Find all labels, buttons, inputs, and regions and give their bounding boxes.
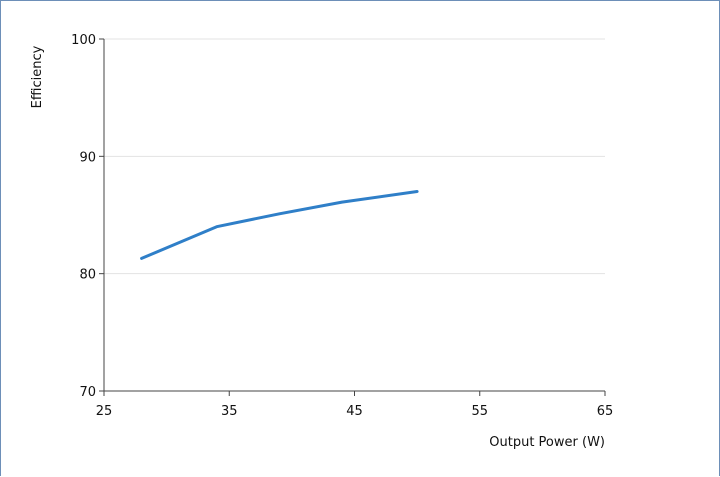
y-tick-label-90: 90 (79, 150, 96, 165)
data-point-0-1 (215, 225, 218, 228)
x-axis-title: Output Power (W) (489, 435, 605, 450)
efficiency-line-series-0 (140, 190, 419, 260)
x-tick-label-45: 45 (346, 404, 363, 419)
data-point-0-0 (140, 257, 143, 260)
y-axis-title: Efficiency (30, 45, 45, 108)
x-tick-label-35: 35 (221, 404, 238, 419)
x-tick-label-25: 25 (96, 404, 113, 419)
data-point-0-3 (340, 200, 344, 204)
y-tick-label-80: 80 (79, 268, 96, 283)
y-tick-label-70: 70 (79, 385, 96, 400)
tick-label-layer: 70 80 90 100 25 35 45 55 65 (71, 33, 613, 419)
x-tick-label-55: 55 (471, 404, 488, 419)
axis-layer (99, 38, 606, 396)
x-tick-label-65: 65 (597, 404, 614, 419)
grid-layer (104, 38, 605, 275)
series-layer (140, 190, 419, 260)
data-point-0-2 (278, 212, 281, 216)
y-tick-label-100: 100 (71, 33, 96, 48)
data-point-0-4 (415, 190, 419, 193)
